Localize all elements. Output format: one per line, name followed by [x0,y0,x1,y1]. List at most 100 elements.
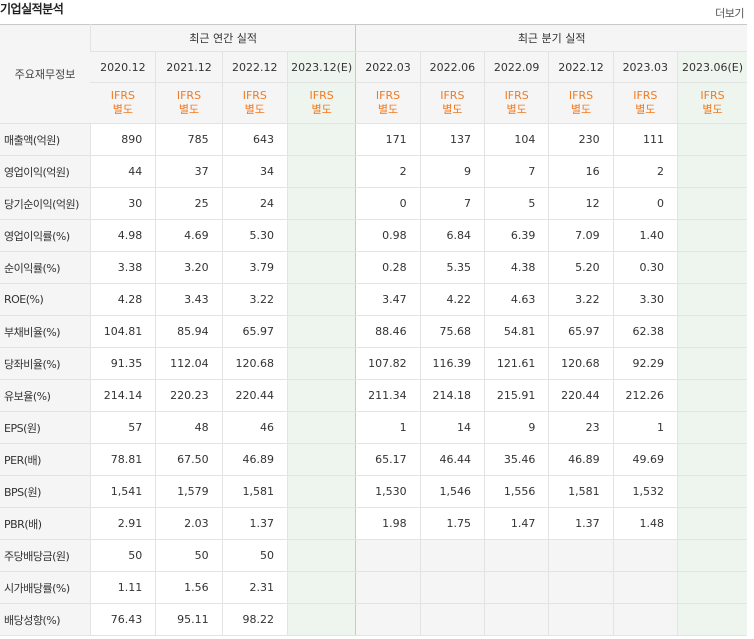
row-label: 매출액(억원) [0,123,91,156]
table-cell: 121.61 [483,347,549,380]
table-cell: 2 [612,155,678,188]
table-cell [676,603,747,636]
table-cell: 9 [483,411,549,444]
table-cell: 1.47 [483,507,549,540]
table-cell: 785 [155,123,223,156]
table-cell: 2.91 [89,507,156,540]
table-cell [286,315,356,348]
period-header: 2022.12 [221,51,288,83]
period-header: 2023.03 [612,51,678,83]
table-cell: 0 [355,187,421,220]
table-cell: 50 [155,539,223,572]
table-cell: 1,546 [419,475,485,508]
ifrs-text: IFRS [700,89,725,102]
table-cell [483,571,549,604]
table-row: 영업이익(억원) 44 37 34 2 9 7 16 2 [0,155,747,188]
table-cell: 75.68 [419,315,485,348]
table-cell [612,603,678,636]
table-cell: 4.63 [483,283,549,316]
table-cell: 104 [483,123,549,156]
table-cell: 230 [548,123,614,156]
table-cell: 76.43 [89,603,156,636]
ifrs-label: IFRS 별도 [221,82,288,124]
table-cell: 4.38 [483,251,549,284]
table-cell: 0.98 [355,219,421,252]
table-cell: 1.75 [419,507,485,540]
table-cell: 65.17 [355,443,421,476]
table-cell: 50 [89,539,156,572]
table-cell: 1,530 [355,475,421,508]
table-cell [676,155,747,188]
table-cell [286,251,356,284]
table-cell: 9 [419,155,485,188]
row-label: 영업이익률(%) [0,219,91,252]
table-cell: 30 [89,187,156,220]
table-row: 주당배당금(원) 50 50 50 [0,539,747,572]
ifrs-text: IFRS [176,89,202,102]
table-cell: 3.22 [221,283,288,316]
table-row: PER(배) 78.81 67.50 46.89 65.17 46.44 35.46 46.8… [0,443,747,476]
table-cell [483,539,549,572]
period-header: 2022.09 [483,51,549,83]
separate-text: 별도 [377,103,399,116]
table-cell: 4.98 [89,219,156,252]
table-cell [355,571,421,604]
table-row: PBR(배) 2.91 2.03 1.37 1.98 1.75 1.47 1.37 1.48 [0,507,747,540]
row-label: ROE(%) [0,283,91,316]
table-cell [612,539,678,572]
table-cell: 34 [221,155,288,188]
table-cell [286,219,356,252]
table-cell: 62.38 [612,315,678,348]
table-cell: 2.03 [155,507,223,540]
ifrs-text: IFRS [504,89,529,102]
table-cell [676,379,747,412]
table-cell [355,603,421,636]
table-cell [612,571,678,604]
table-cell [676,123,747,156]
row-label: EPS(원) [0,411,91,444]
table-cell [676,347,747,380]
table-cell: 0 [612,187,678,220]
quarterly-group-header: 최근 분기 실적 [355,24,747,52]
table-cell: 643 [221,123,288,156]
period-header: 2023.12(E) [286,51,356,83]
table-row: 당좌비율(%) 91.35 112.04 120.68 107.82 116.39 121.… [0,347,747,380]
separate-text: 별도 [635,103,656,116]
ifrs-text: IFRS [568,89,594,102]
table-cell: 112.04 [155,347,223,380]
separate-text: 별도 [506,103,527,116]
table-cell: 3.22 [548,283,614,316]
table-cell: 0.30 [612,251,678,284]
table-cell: 46 [221,411,288,444]
table-cell [676,315,747,348]
separate-text: 별도 [442,103,463,116]
table-cell: 35.46 [483,443,549,476]
table-cell [286,379,356,412]
table-cell: 4.69 [155,219,223,252]
more-link[interactable]: 더보기 [715,7,744,20]
separate-text: 별도 [244,103,265,116]
ifrs-text: IFRS [633,89,658,102]
table-cell: 215.91 [483,379,549,412]
table-cell: 5.30 [221,219,288,252]
ifrs-label: IFRS 별도 [483,82,549,124]
table-cell: 65.97 [221,315,288,348]
table-cell: 57 [89,411,156,444]
table-cell: 1.40 [612,219,678,252]
table-cell [286,603,356,636]
table-cell [286,411,356,444]
table-cell [676,507,747,540]
period-header: 2022.03 [355,51,421,83]
table-row: 당기순이익(억원) 30 25 24 0 7 5 12 0 [0,187,747,220]
ifrs-text: IFRS [110,89,135,102]
row-label: 부채비율(%) [0,315,91,348]
table-row: BPS(원) 1,541 1,579 1,581 1,530 1,546 1,556 1,58… [0,475,747,508]
ifrs-label: IFRS 별도 [155,82,223,124]
corner-label: 주요재무정보 [0,24,91,124]
table-cell [676,251,747,284]
table-cell: 4.28 [89,283,156,316]
table-cell [286,347,356,380]
table-cell [286,283,356,316]
table-cell: 220.44 [548,379,614,412]
period-header: 2023.06(E) [676,51,747,83]
